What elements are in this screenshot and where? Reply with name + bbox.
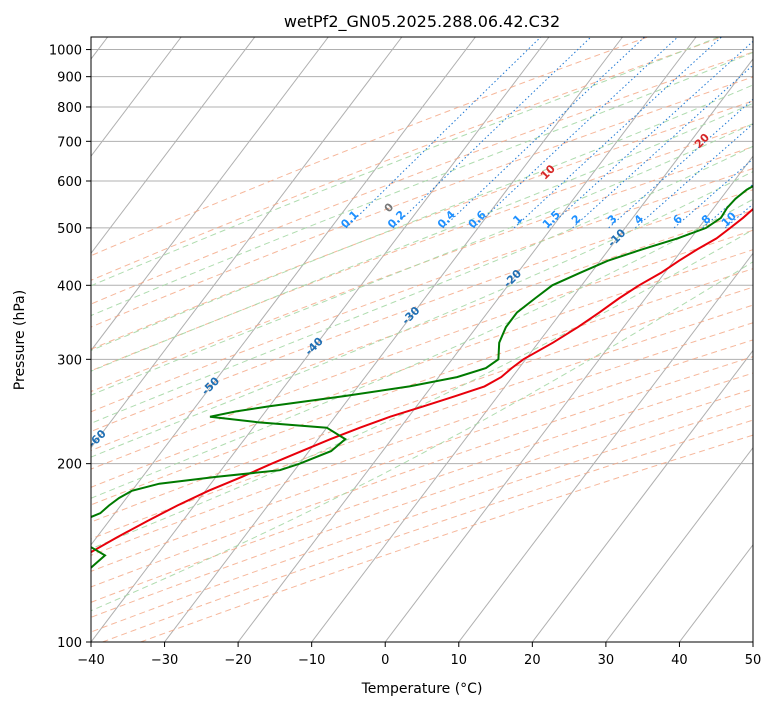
moist-adiabat-line [91, 37, 720, 287]
isotherm-line [91, 37, 476, 546]
moist-adiabat-line [91, 145, 753, 424]
dry-adiabat-line [91, 123, 753, 372]
dry-adiabat-line [91, 51, 753, 305]
y-tick-label: 100 [57, 636, 82, 651]
isotherm-line [164, 37, 623, 642]
mixing-ratio-line [608, 98, 753, 229]
plot-frame [90, 36, 754, 643]
mixing-ratio-label: 10 [719, 209, 739, 229]
isotherm-label: -50 [199, 374, 222, 397]
x-tick-label: −30 [151, 653, 178, 668]
mixing-ratio-label: 2 [569, 212, 584, 227]
isotherm-line [605, 446, 753, 642]
isotherm-line [91, 37, 550, 642]
y-tick-label: 600 [57, 175, 82, 190]
isotherm-line [679, 544, 753, 642]
y-axis-label: Pressure (hPa) [12, 290, 28, 390]
isotherm-line [752, 641, 753, 642]
mixing-ratio-line [442, 37, 645, 229]
x-axis-label: Temperature (°C) [361, 681, 483, 697]
dry-adiabat-line [91, 286, 753, 523]
mixing-ratio-line [392, 37, 592, 229]
y-tick-label: 500 [57, 222, 82, 237]
y-tick-label: 800 [57, 101, 82, 116]
isotherm-label: -40 [302, 335, 325, 358]
dry-adiabat-label: 20 [692, 131, 712, 151]
dry-adiabat-line [140, 434, 753, 642]
x-tick-label: 0 [381, 653, 389, 668]
isotherm-line [531, 349, 753, 642]
dry-adiabat-line [91, 322, 753, 556]
isotherm-line [91, 37, 403, 449]
mixing-ratio-line [473, 37, 679, 229]
isotherm-line [458, 252, 753, 642]
mixing-ratio-label: 1 [510, 212, 525, 227]
x-tick-label: 10 [451, 653, 468, 668]
x-tick-label: 40 [671, 653, 688, 668]
isotherm-line [91, 37, 182, 157]
isotherm-line [311, 58, 753, 642]
dry-adiabat-line [91, 37, 723, 281]
isotherm-line [91, 37, 329, 352]
x-tick-label: −40 [77, 653, 104, 668]
y-tick-label: 200 [57, 458, 82, 473]
x-tick-label: 50 [745, 653, 762, 668]
dry-adiabat-line [91, 404, 753, 633]
isotherm-line [237, 37, 697, 642]
temperature-profile [91, 207, 753, 554]
isotherm-label: -20 [501, 267, 524, 290]
chart-title: wetPf2_GN05.2025.288.06.42.C32 [284, 12, 560, 32]
y-tick-label: 1000 [49, 44, 82, 59]
isotherm-line [91, 37, 256, 255]
isotherm-line [384, 155, 753, 642]
axis-ticks: −40 −30 −20 −10 0 10 20 30 40 50 100 200 300 400 500 60… [49, 44, 761, 668]
y-tick-label: 900 [57, 71, 82, 86]
dewpoint-profile [91, 185, 753, 570]
profile-lines [91, 185, 753, 570]
isotherm-label: -30 [399, 304, 422, 327]
x-tick-label: −10 [298, 653, 325, 668]
mixing-ratio-line [345, 37, 542, 229]
isotherm-label: -60 [86, 427, 109, 450]
dry-adiabat-line [91, 388, 753, 618]
mixing-ratio-line [547, 40, 753, 229]
background-grid [91, 37, 753, 642]
x-tick-label: 30 [598, 653, 615, 668]
dry-adiabat-line [91, 209, 753, 452]
x-tick-label: −20 [224, 653, 251, 668]
y-tick-label: 400 [57, 279, 82, 294]
mixing-ratio-line [513, 37, 722, 229]
mixing-ratio-line [634, 123, 753, 229]
dry-adiabat-line [91, 249, 753, 488]
dry-adiabat-line [91, 189, 753, 433]
moist-adiabat-line [91, 229, 753, 550]
x-tick-label: 20 [524, 653, 541, 668]
mixing-ratio-line [673, 158, 753, 229]
y-tick-label: 300 [57, 353, 82, 368]
dry-adiabat-line [91, 356, 753, 588]
dry-adiabat-line [91, 372, 753, 603]
isotherm-label: -10 [605, 226, 628, 249]
mixing-ratio-line [752, 226, 753, 229]
moist-adiabat-line [91, 51, 753, 317]
dry-adiabat-line [91, 146, 753, 393]
y-tick-label: 700 [57, 135, 82, 150]
moist-adiabat-line [91, 84, 753, 352]
